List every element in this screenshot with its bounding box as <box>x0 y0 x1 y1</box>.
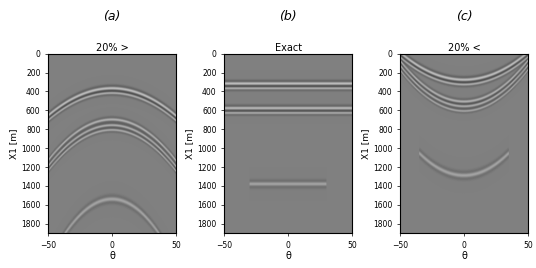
Title: 20% >: 20% > <box>95 43 129 53</box>
Text: (c): (c) <box>456 10 472 23</box>
X-axis label: θ: θ <box>109 251 115 261</box>
Text: (b): (b) <box>279 10 297 23</box>
Text: (a): (a) <box>103 10 121 23</box>
X-axis label: θ: θ <box>461 251 467 261</box>
X-axis label: θ: θ <box>285 251 291 261</box>
Y-axis label: X1 [m]: X1 [m] <box>10 128 18 159</box>
Title: 20% <: 20% < <box>448 43 481 53</box>
Y-axis label: X1 [m]: X1 [m] <box>185 128 195 159</box>
Title: Exact: Exact <box>274 43 302 53</box>
Y-axis label: X1 [m]: X1 [m] <box>362 128 370 159</box>
